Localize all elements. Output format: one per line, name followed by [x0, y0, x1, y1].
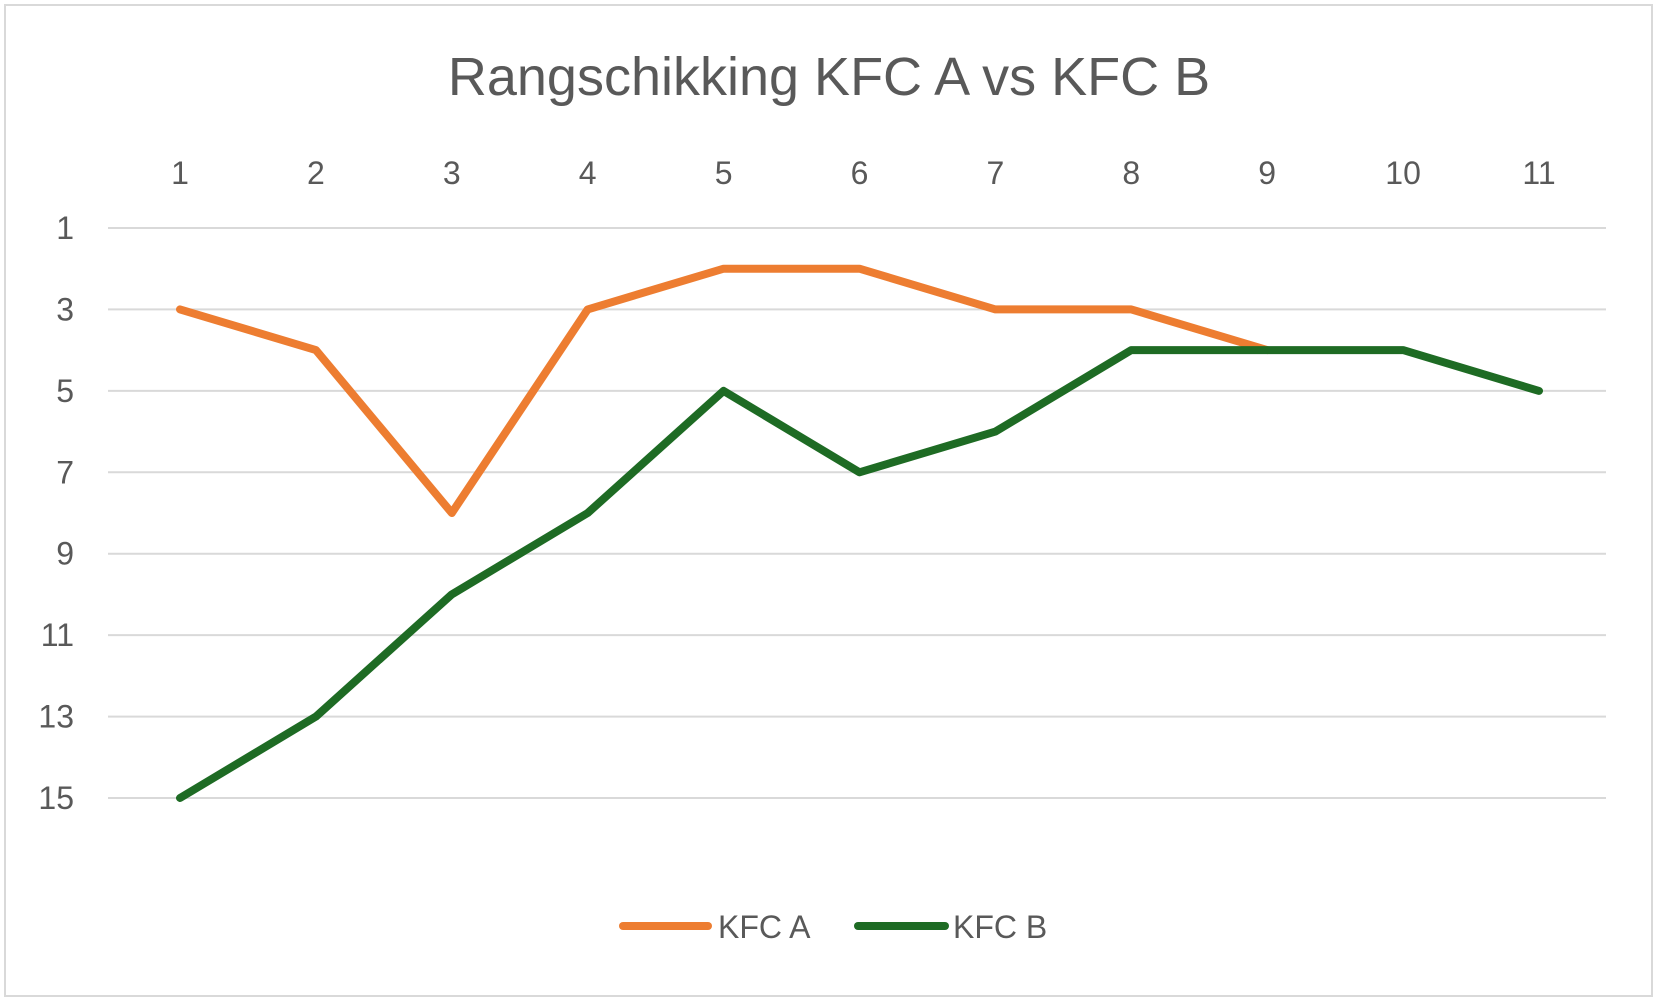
x-tick-label-8: 8	[1122, 155, 1140, 191]
series-line-kfc-b	[176, 346, 1543, 802]
x-tick-label-10: 10	[1385, 155, 1421, 191]
y-tick-label-11: 11	[41, 617, 74, 653]
x-tick-label-7: 7	[987, 155, 1005, 191]
legend-label-kfc-a: KFC A	[718, 909, 811, 945]
y-tick-label-3: 3	[56, 291, 74, 327]
series-lines	[176, 264, 1543, 802]
y-tick-label-5: 5	[56, 373, 74, 409]
y-tick-label-7: 7	[56, 454, 74, 490]
y-tick-label-9: 9	[56, 536, 74, 572]
gridlines	[108, 227, 1606, 799]
chart-frame	[4, 4, 1653, 997]
legend-label-kfc-b: KFC B	[953, 909, 1047, 945]
y-tick-label-15: 15	[38, 780, 74, 816]
y-tick-label-1: 1	[56, 210, 74, 246]
x-tick-label-11: 11	[1522, 155, 1555, 191]
x-tick-label-5: 5	[715, 155, 733, 191]
x-tick-label-6: 6	[851, 155, 869, 191]
x-axis-tick-labels: 1 2 3 4 5 6 7 8 9 10 11	[171, 155, 1556, 191]
x-tick-label-1: 1	[171, 155, 189, 191]
chart-title: Rangschikking KFC A vs KFC B	[448, 47, 1210, 107]
y-tick-label-13: 13	[38, 699, 74, 735]
x-tick-label-2: 2	[307, 155, 325, 191]
x-tick-label-3: 3	[443, 155, 461, 191]
x-tick-label-4: 4	[579, 155, 597, 191]
legend: KFC A KFC B	[619, 909, 1047, 945]
x-tick-label-9: 9	[1258, 155, 1276, 191]
series-line-kfc-a	[176, 264, 1272, 517]
